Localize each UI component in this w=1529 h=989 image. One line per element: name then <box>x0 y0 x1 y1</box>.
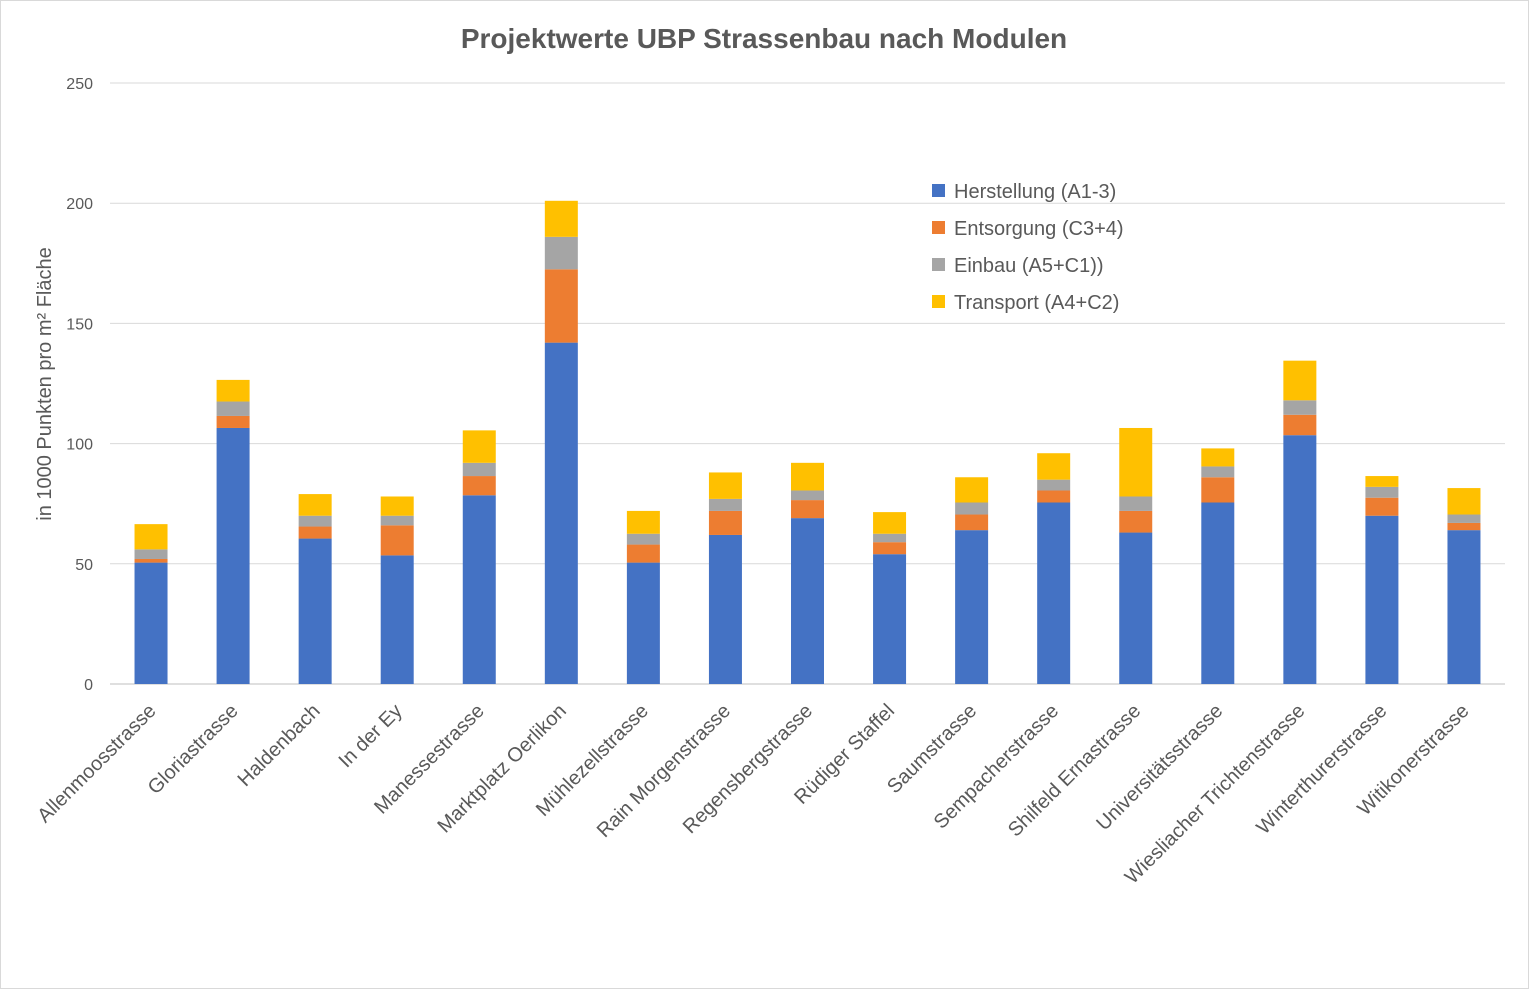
bar-segment <box>462 476 496 496</box>
y-tick-label: 250 <box>66 76 93 93</box>
bar-segment <box>791 500 824 519</box>
bar-segment <box>134 549 168 559</box>
bars <box>134 200 1481 684</box>
bar-segment <box>380 496 414 516</box>
bar-segment <box>462 495 496 684</box>
bar-segment <box>1119 496 1153 511</box>
bar-segment <box>626 510 660 534</box>
bar-segment <box>1283 414 1317 436</box>
bar-segment <box>791 490 824 501</box>
bar-segment <box>1447 530 1481 684</box>
bar-segment <box>1037 490 1071 503</box>
bar-segment <box>1365 486 1399 498</box>
bar-segment <box>873 512 907 534</box>
y-tick-label: 100 <box>66 437 93 454</box>
y-tick-label: 50 <box>75 557 93 574</box>
bar-segment <box>1283 400 1317 415</box>
bar-segment <box>1037 453 1071 480</box>
bar-segment <box>955 514 989 531</box>
bar-segment <box>1283 435 1317 684</box>
bar-segment <box>1447 488 1481 515</box>
x-tick-label: Allenmoosstrasse <box>33 700 160 827</box>
bar-segment <box>298 494 332 516</box>
bar-segment <box>544 342 578 684</box>
bar-segment <box>1119 510 1153 533</box>
legend-label: Herstellung (A1-3) <box>954 181 1116 203</box>
bar-segment <box>1119 532 1153 684</box>
y-axis-label: in 1000 Punkten pro m² Fläche <box>34 247 56 521</box>
legend-label: Entsorgung (C3+4) <box>954 218 1124 240</box>
bar-segment <box>1201 448 1235 467</box>
bar-segment <box>462 462 496 477</box>
x-tick-label: Haldenbach <box>234 700 325 791</box>
bar-segment <box>544 200 578 237</box>
y-tick-label: 150 <box>66 316 93 333</box>
bar-segment <box>1447 514 1481 523</box>
bar-segment <box>955 477 989 503</box>
bar-segment <box>462 430 496 463</box>
bar-segment <box>1365 497 1399 516</box>
bar-segment <box>626 533 660 545</box>
bar-segment <box>708 534 742 684</box>
bar-segment <box>134 562 168 684</box>
bar-segment <box>1283 360 1317 401</box>
bar-segment <box>216 379 250 402</box>
bar-segment <box>1119 427 1153 497</box>
bar-segment <box>216 401 250 416</box>
x-tick-label: In der Ey <box>335 700 407 772</box>
chart-title: Projektwerte UBP Strassenbau nach Module… <box>461 23 1067 54</box>
bar-segment <box>1365 476 1399 487</box>
legend-swatch <box>932 184 945 197</box>
bar-segment <box>626 544 660 563</box>
bar-segment <box>298 526 332 539</box>
bar-segment <box>791 462 824 491</box>
bar-segment <box>1447 522 1481 531</box>
bar-segment <box>544 269 578 343</box>
bar-segment <box>216 415 250 428</box>
bar-segment <box>1037 479 1071 491</box>
bar-segment <box>708 472 742 499</box>
bar-segment <box>380 555 414 684</box>
bar-segment <box>873 542 907 555</box>
bar-segment <box>955 530 989 684</box>
bar-segment <box>134 524 168 550</box>
bar-segment <box>1201 466 1235 478</box>
bar-segment <box>873 554 907 684</box>
bar-segment <box>708 498 742 511</box>
bar-segment <box>1201 502 1235 684</box>
bar-segment <box>380 515 414 526</box>
legend-swatch <box>932 258 945 271</box>
bar-segment <box>873 533 907 543</box>
y-tick-label: 200 <box>66 196 93 213</box>
x-tick-label: Rain Morgenstrasse <box>593 700 735 842</box>
legend-swatch <box>932 221 945 234</box>
bar-segment <box>1201 477 1235 503</box>
bar-segment <box>380 525 414 556</box>
bar-segment <box>1365 515 1399 684</box>
legend-label: Einbau (A5+C1)) <box>954 255 1104 277</box>
bar-segment <box>626 562 660 684</box>
legend-swatch <box>932 295 945 308</box>
bar-segment <box>708 510 742 535</box>
bar-segment <box>216 427 250 684</box>
legend: Herstellung (A1-3) Entsorgung (C3+4) Einba… <box>932 181 1124 314</box>
gridlines <box>110 82 1505 685</box>
bar-segment <box>134 558 168 563</box>
bar-segment <box>544 236 578 270</box>
bar-segment <box>1037 502 1071 684</box>
y-tick-label: 0 <box>84 677 93 694</box>
y-axis-ticks: 0 50 100 150 200 250 <box>66 76 93 694</box>
legend-label: Transport (A4+C2) <box>954 292 1119 314</box>
bar-segment <box>791 518 824 684</box>
bar-segment <box>298 538 332 684</box>
bar-segment <box>298 515 332 527</box>
bar-segment <box>955 502 989 515</box>
